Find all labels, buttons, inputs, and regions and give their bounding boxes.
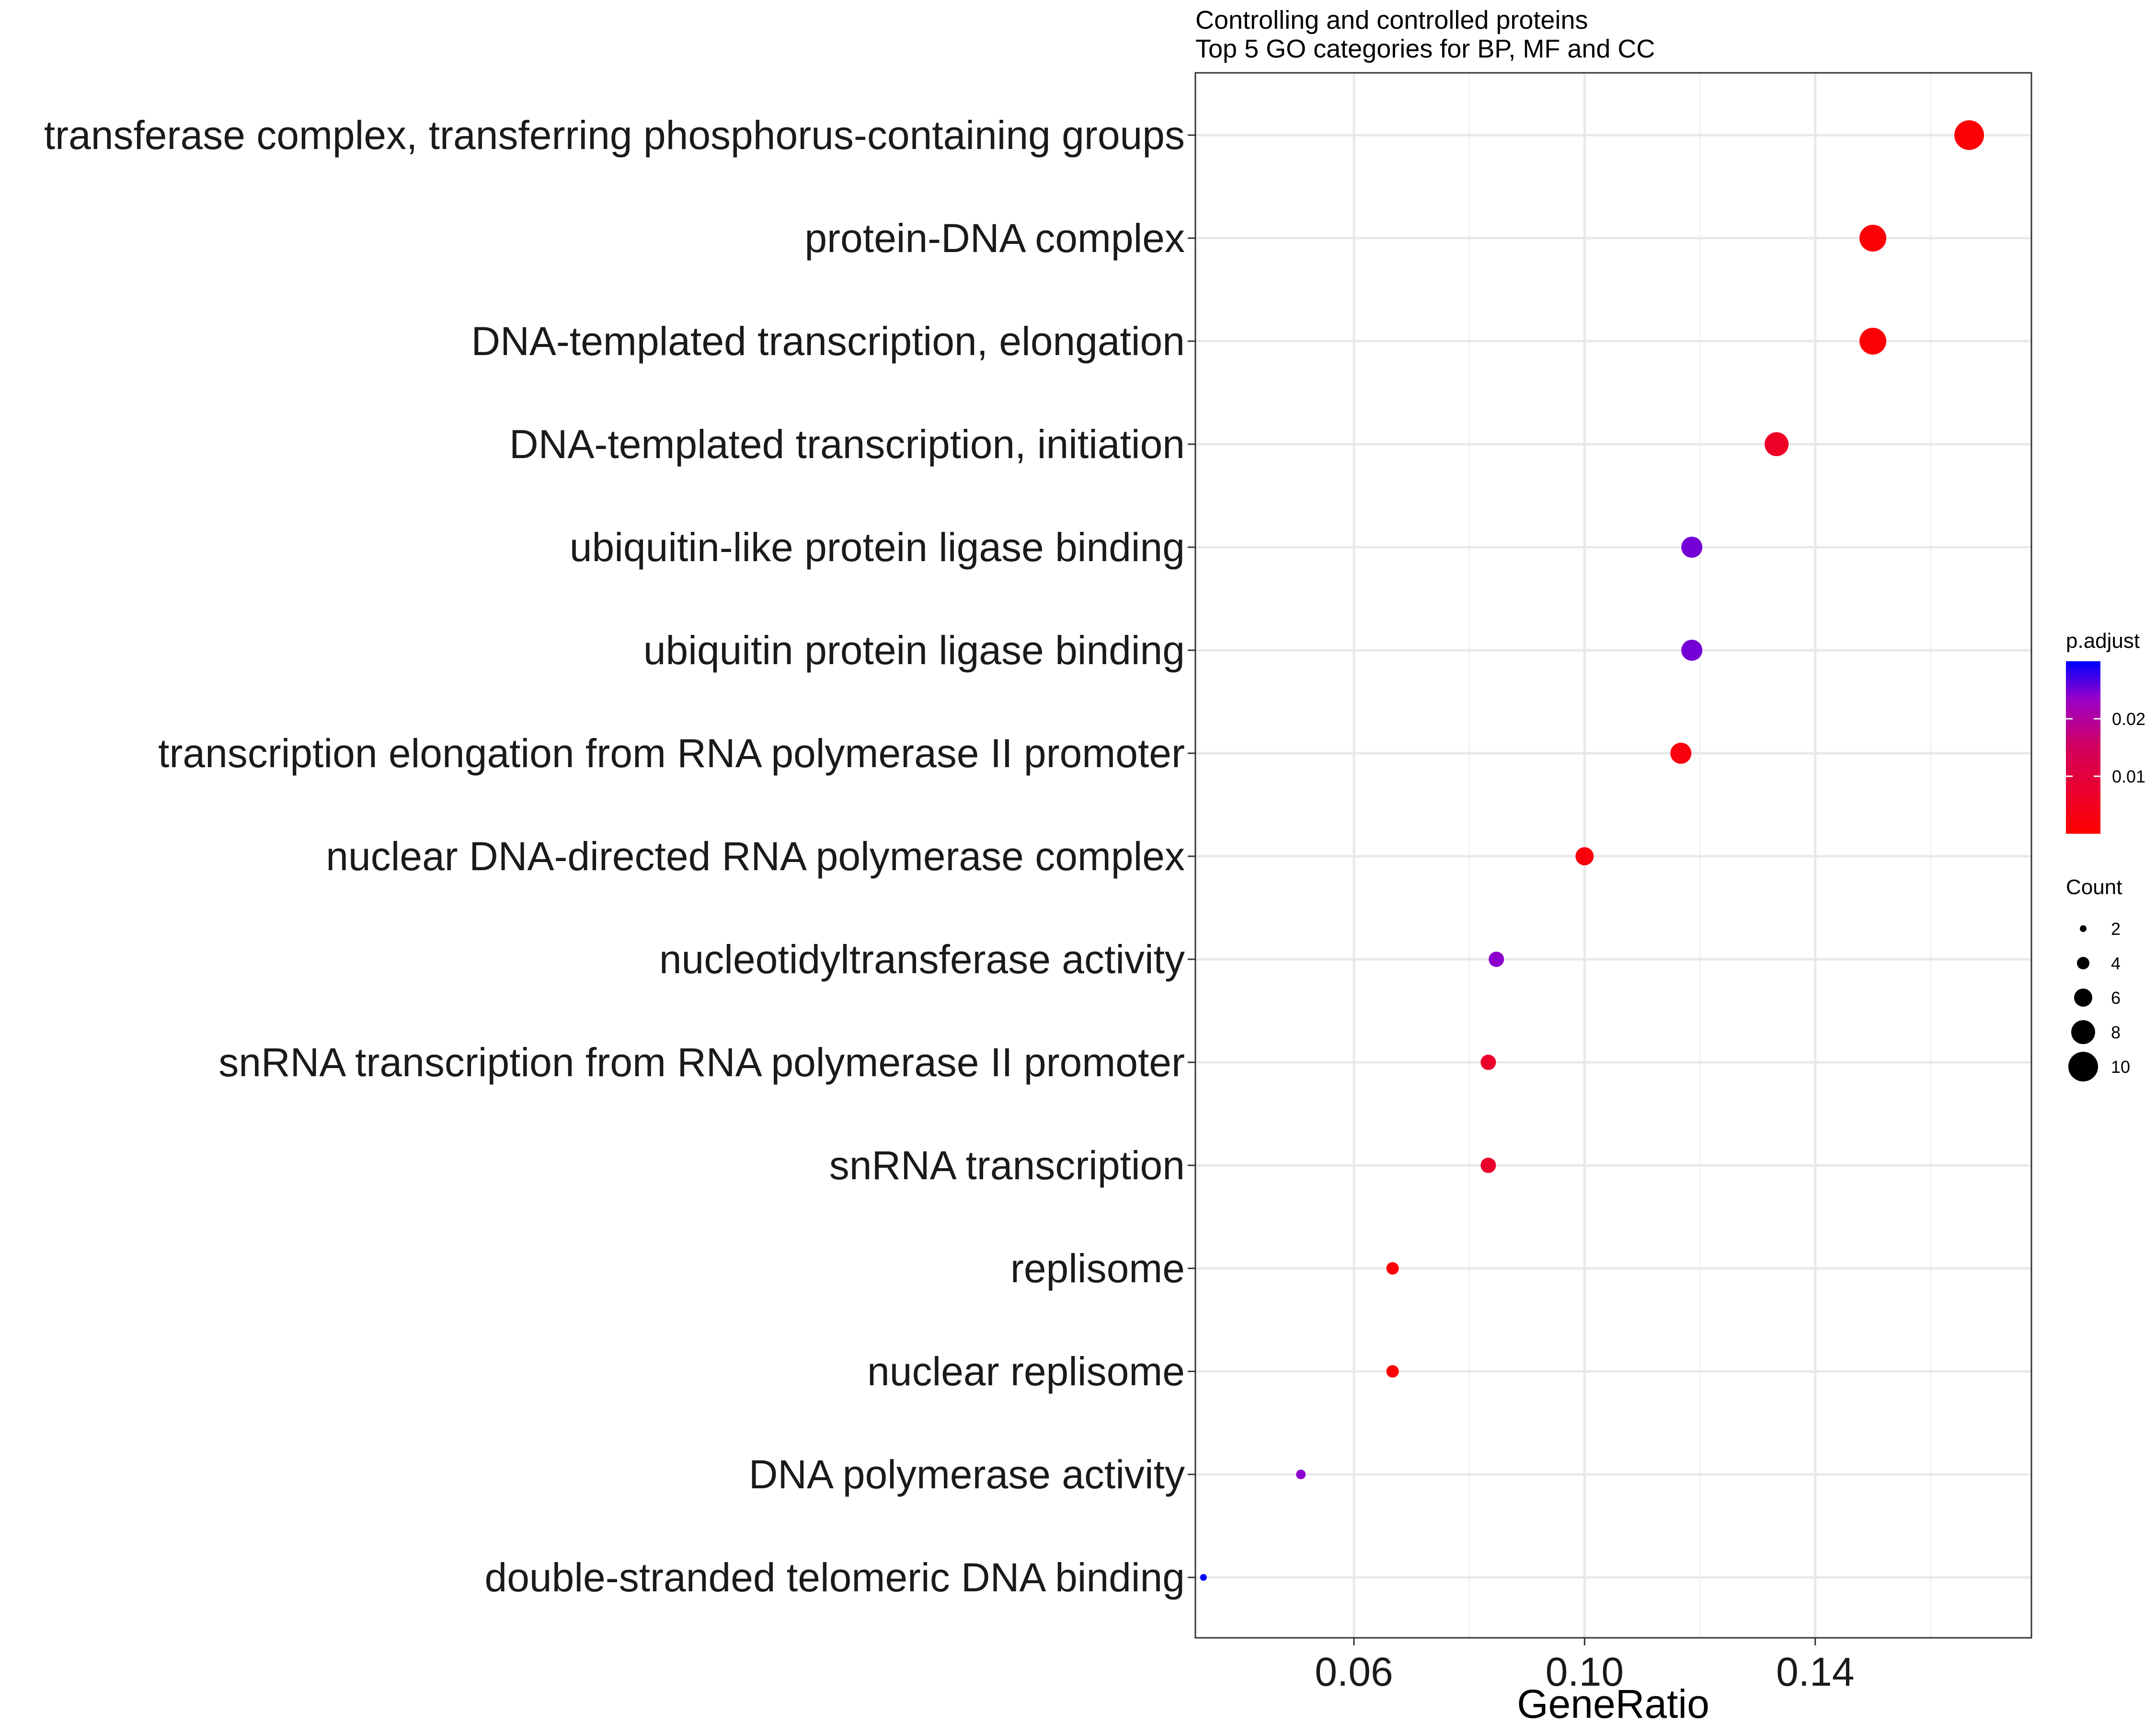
size-legend: Count 2 4 6 8 10 <box>2066 875 2130 1081</box>
x-axis-title: GeneRatio <box>1517 1681 1709 1725</box>
color-legend-bar <box>2066 661 2100 834</box>
chart-title: Controlling and controlled proteins <box>1195 6 1588 34</box>
data-point <box>1489 952 1504 967</box>
category-label: nuclear replisome <box>867 1349 1185 1394</box>
color-legend-ticks: 0.01 0.02 <box>2066 709 2145 786</box>
x-axis-ticks: 0.06 0.10 0.14 <box>1315 1638 1854 1694</box>
data-point <box>1386 1365 1399 1378</box>
data-point <box>1765 432 1789 456</box>
color-legend-tick-label: 0.02 <box>2112 709 2145 729</box>
size-legend-label: 8 <box>2111 1023 2121 1042</box>
size-legend-label: 6 <box>2111 988 2121 1008</box>
category-label: nucleotidyltransferase activity <box>659 937 1185 982</box>
grid-lines <box>1195 73 2031 1638</box>
size-legend-dot <box>2071 1020 2095 1044</box>
data-point <box>1681 640 1703 661</box>
x-tick-label: 0.06 <box>1315 1649 1393 1694</box>
category-label: double-stranded telomeric DNA binding <box>484 1555 1185 1600</box>
size-legend-label: 2 <box>2111 919 2121 939</box>
category-label: DNA-templated transcription, initiation <box>509 422 1185 467</box>
data-point <box>1480 1158 1496 1173</box>
size-legend-label: 4 <box>2111 954 2121 973</box>
category-label: replisome <box>1010 1246 1185 1291</box>
size-legend-label: 10 <box>2111 1057 2130 1077</box>
category-label: protein-DNA complex <box>804 216 1185 261</box>
size-legend-dot <box>2077 957 2089 969</box>
category-label: ubiquitin-like protein ligase binding <box>570 525 1185 570</box>
chart-subtitle: Top 5 GO categories for BP, MF and CC <box>1195 34 1655 63</box>
category-label: snRNA transcription <box>829 1143 1185 1188</box>
category-labels: transferase complex, transferring phosph… <box>44 113 1195 1600</box>
data-points <box>1200 120 1984 1581</box>
color-legend-title: p.adjust <box>2066 629 2140 653</box>
size-legend-title: Count <box>2066 875 2122 899</box>
category-label: transferase complex, transferring phosph… <box>44 113 1185 158</box>
category-label: snRNA transcription from RNA polymerase … <box>218 1040 1185 1085</box>
data-point <box>1954 120 1984 150</box>
data-point <box>1575 847 1594 865</box>
category-label: transcription elongation from RNA polyme… <box>158 731 1185 776</box>
size-legend-dot <box>2074 989 2092 1007</box>
category-label: ubiquitin protein ligase binding <box>643 628 1185 673</box>
data-point <box>1200 1574 1207 1581</box>
category-label: DNA polymerase activity <box>749 1452 1185 1497</box>
color-legend: p.adjust 0.01 0.02 <box>2066 629 2145 834</box>
data-point <box>1670 743 1692 764</box>
data-point <box>1859 225 1887 252</box>
data-point <box>1681 537 1703 558</box>
data-point <box>1859 328 1887 355</box>
data-point <box>1296 1470 1306 1479</box>
x-tick-label: 0.14 <box>1776 1649 1855 1694</box>
size-legend-dot <box>2068 1052 2098 1081</box>
size-legend-dot <box>2080 925 2087 932</box>
data-point <box>1386 1262 1399 1275</box>
color-legend-tick-label: 0.01 <box>2112 767 2145 786</box>
category-label: nuclear DNA-directed RNA polymerase comp… <box>326 834 1185 879</box>
data-point <box>1480 1055 1496 1070</box>
plot-panel-border <box>1194 72 2032 1639</box>
size-legend-items: 2 4 6 8 10 <box>2068 919 2130 1081</box>
category-label: DNA-templated transcription, elongation <box>471 319 1185 364</box>
x-tick-label: 0.10 <box>1546 1649 1624 1694</box>
